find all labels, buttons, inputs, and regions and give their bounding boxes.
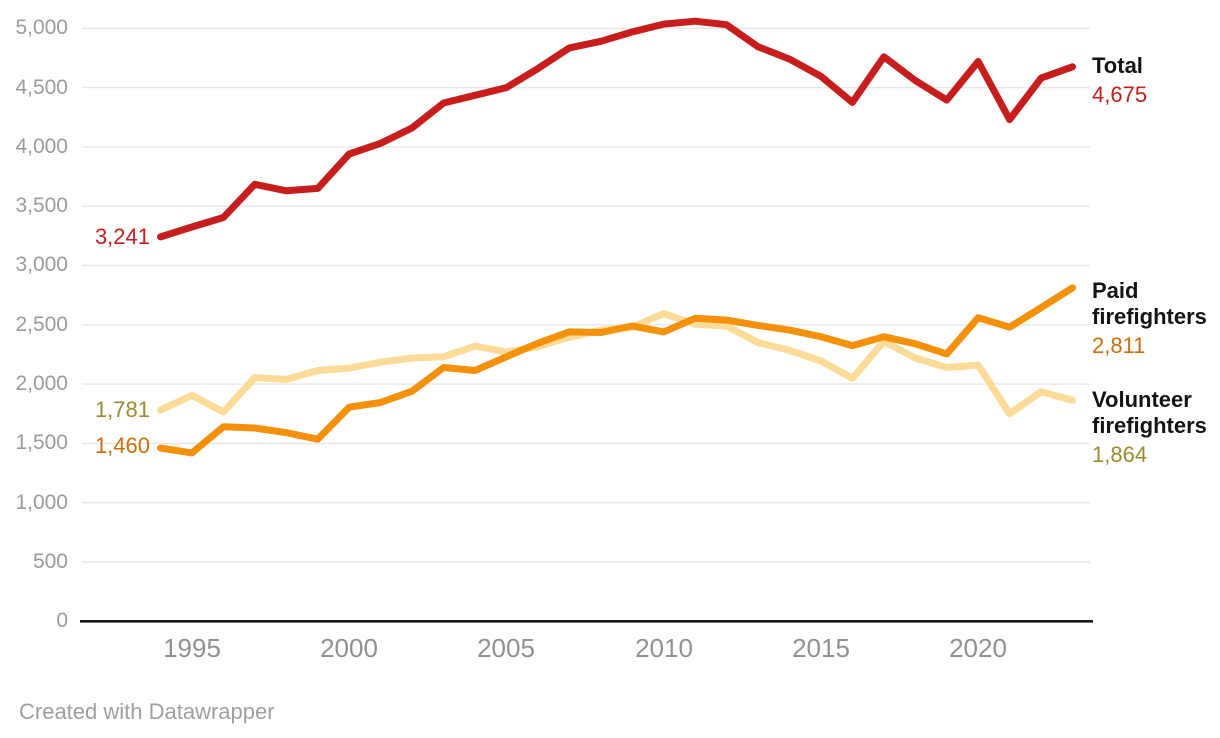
datawrapper-attribution: Created with Datawrapper (19, 699, 275, 724)
legend-label-paid-firefighters: Paid firefighters (1092, 278, 1207, 329)
legend-value-total: 4,675 (1092, 82, 1148, 107)
start-value-label-paid-firefighters: 1,460 (94, 433, 150, 458)
legend-label-volunteer-firefighters: Volunteer firefighters (1092, 387, 1207, 438)
start-value-label-volunteer-firefighters: 1,781 (94, 397, 150, 422)
legend-item-volunteer-firefighters: Volunteer firefighters 1,864 (1092, 387, 1220, 468)
total-line[interactable] (157, 17, 1076, 241)
legend-value-paid-firefighters: 2,811 (1092, 333, 1146, 358)
legend-label-total: Total (1092, 53, 1143, 78)
legend-item-total: Total 4,675 (1092, 53, 1220, 108)
legend-value-volunteer-firefighters: 1,864 (1092, 442, 1148, 467)
start-value-label-total: 3,241 (94, 224, 150, 249)
legend-item-paid-firefighters: Paid firefighters 2,811 (1092, 278, 1220, 359)
paid-firefighters-line[interactable] (157, 284, 1076, 457)
